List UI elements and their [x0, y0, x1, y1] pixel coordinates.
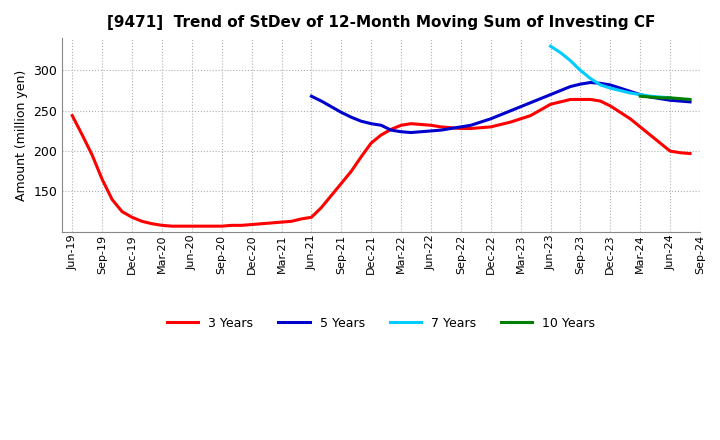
Y-axis label: Amount (million yen): Amount (million yen) [15, 70, 28, 201]
Title: [9471]  Trend of StDev of 12-Month Moving Sum of Investing CF: [9471] Trend of StDev of 12-Month Moving… [107, 15, 655, 30]
Legend: 3 Years, 5 Years, 7 Years, 10 Years: 3 Years, 5 Years, 7 Years, 10 Years [162, 312, 600, 335]
